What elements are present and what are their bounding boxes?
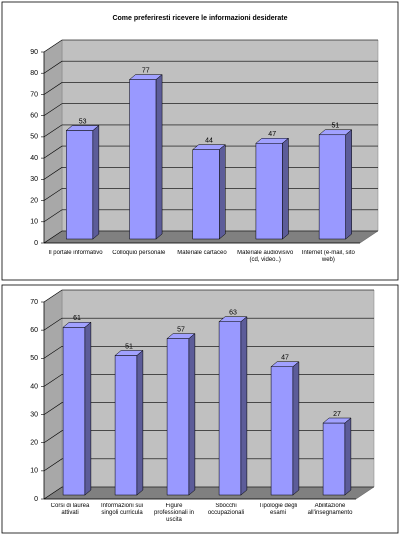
x-tick-label-box: Materiale cartaceo (177, 250, 227, 256)
grid-line (43, 458, 374, 472)
x-tick-label-box: Informazioni sui singoli curricula (100, 503, 144, 516)
y-tick-label: 10 (30, 219, 38, 226)
x-tick-label-box: Abilitazione all'insegnamento (307, 503, 353, 516)
value-label: 47 (281, 355, 289, 362)
x-tick-label: Internet (e-mail, sito web) (301, 250, 355, 263)
y-tick-label: 60 (30, 113, 38, 120)
bar (218, 321, 242, 496)
grid-line (43, 289, 374, 303)
y-tick-label: 50 (30, 134, 38, 141)
grid-line (43, 402, 374, 415)
grid-line (43, 317, 374, 331)
grid-line (43, 486, 374, 500)
grid-line (43, 345, 374, 359)
x-tick-label-box: Internet (e-mail, sito web) (301, 250, 355, 263)
y-tick-label: 80 (30, 70, 38, 77)
y-tick-label: 0 (34, 240, 38, 247)
value-label: 51 (332, 123, 340, 130)
y-tick-label: 30 (30, 176, 38, 183)
grid-line (43, 82, 378, 95)
grid-line (43, 374, 374, 387)
bar (62, 327, 86, 496)
grid-line (43, 124, 378, 138)
x-tick-label: Sbocchi occupazionali (207, 503, 245, 516)
y-tick-label: 30 (30, 411, 38, 418)
x-tick-label: Figure professionali in uscita (153, 503, 195, 523)
bar-side (292, 361, 300, 496)
grid-line (43, 60, 378, 74)
grid-line (43, 103, 378, 116)
bar-side (344, 417, 352, 496)
x-tick-label-box: Materiale audiovisivo (cd, video..) (237, 250, 294, 263)
bar (318, 134, 346, 240)
value-label: 44 (205, 137, 213, 144)
x-tick-label: Abilitazione all'insegnamento (307, 503, 353, 516)
bar-side (219, 144, 226, 240)
side-wall (43, 39, 63, 244)
bar (166, 338, 190, 496)
value-label: 27 (333, 411, 341, 418)
bar-side (282, 137, 289, 240)
grid-line (43, 39, 378, 53)
x-tick-label-box: Corsi di laurea attivati (50, 503, 90, 516)
y-tick-label: 60 (30, 327, 38, 334)
bar (270, 366, 294, 496)
value-label: 51 (125, 343, 133, 350)
x-tick-label: Colloquio personale (112, 250, 166, 256)
bar-side (240, 316, 248, 496)
y-tick-label: 40 (30, 383, 38, 390)
bar-side (188, 333, 196, 496)
bar-side (92, 124, 100, 240)
y-tick-label: 0 (34, 496, 38, 503)
y-tick-label: 20 (30, 197, 38, 204)
y-tick-label: 70 (30, 299, 38, 306)
x-tick-label-box: Tipologie degli esami (258, 503, 298, 516)
side-wall (43, 289, 63, 500)
value-label: 77 (142, 67, 150, 74)
chart-title: Come preferiresti ricevere le informazio… (112, 15, 287, 22)
x-tick-label: Informazioni sui singoli curricula (100, 503, 144, 516)
x-tick-label-box: Sbocchi occupazionali (207, 503, 245, 516)
bar (255, 143, 283, 240)
bar (192, 149, 220, 240)
y-tick-label: 10 (30, 468, 38, 475)
y-tick-label: 20 (30, 440, 38, 447)
y-tick-label: 70 (30, 91, 38, 98)
value-label: 61 (73, 315, 81, 322)
y-tick-label: 50 (30, 355, 38, 362)
y-tick-label: 90 (30, 49, 38, 56)
bar (66, 130, 94, 240)
x-tick-label-box: Figure professionali in uscita (153, 503, 195, 523)
x-tick-label: Il portale informativo (48, 250, 103, 256)
x-tick-label-box: Il portale informativo (48, 250, 103, 256)
bar-side (155, 74, 163, 240)
x-tick-label: Materiale cartaceo (177, 250, 227, 256)
bar-side (84, 321, 92, 496)
bar-side (136, 349, 144, 496)
x-tick-label: Tipologie degli esami (258, 503, 298, 516)
bar (114, 355, 138, 496)
bar (322, 422, 346, 496)
bar (129, 79, 157, 240)
x-tick-label: Materiale audiovisivo (cd, video..) (237, 250, 294, 263)
value-label: 63 (229, 310, 237, 317)
value-label: 53 (79, 118, 87, 125)
x-tick-label-box: Colloquio personale (112, 250, 166, 256)
grid-line (43, 430, 374, 443)
value-label: 57 (177, 326, 185, 333)
y-tick-label: 40 (30, 155, 38, 162)
value-label: 47 (268, 131, 276, 138)
bar-side (345, 129, 352, 240)
x-tick-label: Corsi di laurea attivati (50, 503, 90, 516)
